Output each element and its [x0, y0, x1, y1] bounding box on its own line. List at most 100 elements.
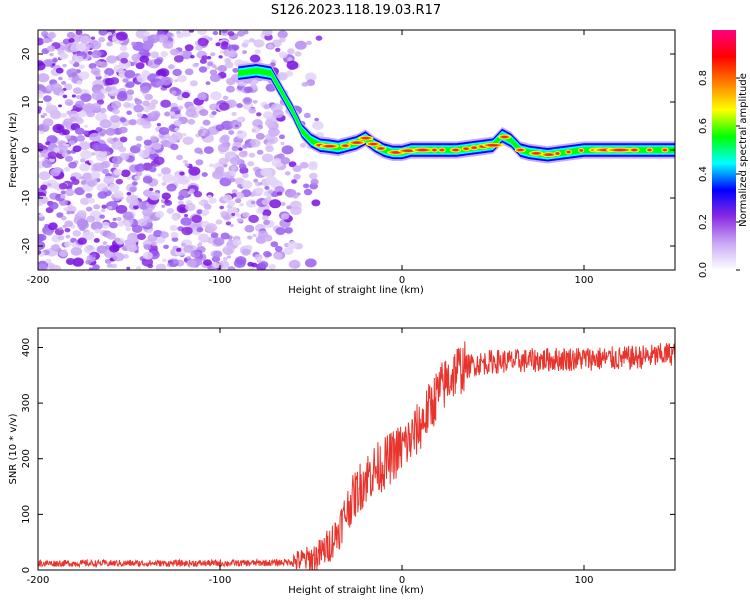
noise-blob: [64, 241, 72, 248]
noise-blob: [215, 166, 225, 173]
noise-blob: [257, 230, 269, 239]
noise-blob: [82, 130, 89, 135]
noise-blob: [242, 96, 253, 105]
noise-blob: [161, 181, 167, 186]
noise-blob: [205, 81, 211, 86]
noise-blob: [309, 160, 318, 168]
noise-blob: [212, 30, 219, 36]
noise-blob: [91, 142, 104, 152]
noise-blob: [287, 57, 293, 62]
noise-blob: [218, 55, 223, 59]
noise-blob: [294, 40, 307, 50]
noise-blob: [69, 116, 77, 123]
noise-blob: [102, 187, 109, 193]
noise-blob: [56, 125, 63, 131]
noise-blob: [135, 62, 145, 70]
noise-blob: [280, 213, 290, 220]
noise-blob: [260, 167, 272, 177]
noise-blob: [78, 64, 85, 70]
noise-blob: [233, 258, 246, 268]
noise-blob: [222, 194, 233, 202]
noise-blob: [243, 86, 253, 94]
noise-blob: [291, 179, 297, 184]
noise-blob: [244, 224, 255, 233]
noise-blob: [51, 182, 62, 190]
noise-blob: [182, 136, 194, 145]
noise-blob: [185, 203, 196, 212]
noise-blob: [148, 166, 157, 173]
noise-blob: [245, 199, 257, 208]
noise-blob: [80, 150, 92, 160]
noise-blob: [156, 34, 169, 43]
noise-blob: [155, 69, 167, 78]
noise-blob: [171, 215, 178, 221]
noise-blob: [182, 159, 188, 164]
noise-blob: [146, 218, 153, 224]
noise-blob: [203, 146, 214, 154]
noise-blob: [110, 86, 116, 91]
colorbar-ticks: 0.0 0.2 0.4 0.6 0.8: [698, 70, 740, 278]
noise-blob: [95, 126, 103, 133]
noise-blob: [86, 245, 94, 251]
trace-hotspot: [463, 147, 469, 150]
trace-hotspot: [452, 148, 459, 152]
noise-blob: [38, 171, 51, 181]
noise-blob: [211, 64, 217, 69]
noise-blob: [98, 30, 108, 36]
noise-blob: [134, 97, 140, 102]
noise-blob: [309, 172, 318, 180]
noise-blob: [64, 155, 74, 162]
noise-blob: [198, 241, 203, 245]
noise-blob: [198, 201, 204, 205]
noise-blob: [149, 149, 156, 155]
y-tick-label: -10: [21, 190, 32, 206]
noise-blob: [262, 111, 274, 119]
noise-blob: [122, 254, 129, 259]
noise-blob: [312, 121, 324, 130]
noise-blob: [113, 190, 124, 199]
noise-blob: [76, 210, 87, 218]
noise-blob: [90, 171, 101, 180]
noise-blob: [241, 248, 251, 256]
noise-blob: [268, 127, 280, 137]
noise-blob: [87, 197, 96, 204]
noise-blob: [274, 245, 283, 252]
noise-blob: [275, 47, 281, 52]
noise-blob: [213, 250, 223, 258]
colorbar-tick-label: 0.4: [698, 166, 709, 182]
trace-hotspot: [501, 135, 508, 139]
noise-blob: [107, 31, 113, 36]
noise-blob: [192, 227, 197, 231]
noise-blob: [184, 68, 194, 76]
noise-blob: [126, 89, 135, 96]
noise-blob: [79, 35, 90, 44]
noise-blob: [248, 214, 259, 224]
colorbar-gradient: [712, 30, 736, 270]
noise-blob: [163, 244, 169, 250]
noise-blob: [84, 124, 89, 128]
noise-blob: [87, 51, 93, 55]
noise-blob: [218, 157, 229, 166]
noise-blob: [85, 206, 93, 212]
noise-blob: [170, 143, 179, 151]
noise-blob: [135, 135, 143, 142]
noise-blob: [221, 30, 228, 34]
noise-blob: [142, 92, 147, 97]
noise-blob: [53, 147, 60, 153]
noise-blob: [109, 115, 121, 123]
noise-blob: [47, 222, 58, 231]
noise-blob: [45, 230, 53, 236]
noise-blob: [85, 259, 92, 265]
snr-y-label: SNR (10 * v/v): [8, 413, 19, 484]
noise-blob: [65, 188, 75, 197]
noise-blob: [267, 190, 273, 194]
noise-blob: [169, 224, 178, 232]
noise-blob: [264, 119, 275, 127]
noise-blob: [255, 132, 265, 140]
noise-blob: [173, 55, 184, 63]
trace-hotspot: [417, 148, 428, 152]
noise-blob: [38, 249, 42, 255]
noise-blob: [253, 39, 265, 48]
noise-blob: [225, 85, 235, 93]
y-tick-label: 300: [21, 394, 32, 413]
